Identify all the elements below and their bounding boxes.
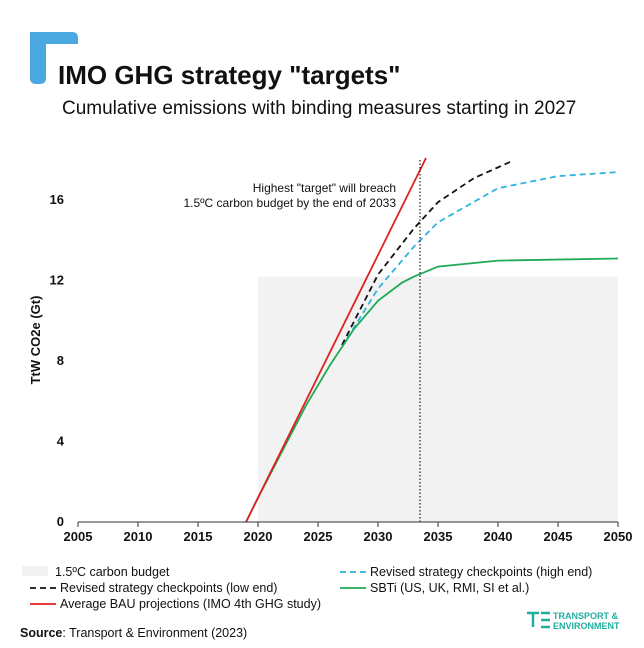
y-tick-label: 0: [57, 514, 64, 529]
plot-area: [245, 157, 619, 523]
source: Source: Transport & Environment (2023): [20, 626, 247, 640]
source-label: Source: [20, 626, 62, 640]
x-tick-label: 2035: [424, 529, 453, 544]
chart-subtitle: Cumulative emissions with binding measur…: [62, 98, 576, 119]
legend-label: 1.5ºC carbon budget: [55, 565, 170, 579]
source-text: : Transport & Environment (2023): [62, 626, 247, 640]
legend-label: Revised strategy checkpoints (high end): [370, 565, 592, 579]
series-line: [245, 157, 427, 523]
y-axis-label: TtW CO2e (Gt): [28, 296, 43, 385]
y-tick-label: 8: [57, 353, 64, 368]
legend-label: Average BAU projections (IMO 4th GHG stu…: [60, 597, 321, 611]
legend-swatch: [22, 566, 48, 576]
x-tick-label: 2030: [364, 529, 393, 544]
chart-title: IMO GHG strategy "targets": [58, 60, 401, 90]
y-tick-label: 16: [50, 192, 64, 207]
budget-area: [258, 276, 618, 522]
logo-mark: [30, 32, 78, 84]
logo-icon: [527, 611, 550, 629]
brand-logo: TRANSPORT & ENVIRONMENT: [527, 611, 620, 631]
y-tick-label: 4: [57, 434, 65, 449]
annotation: Highest "target" will breach: [253, 181, 396, 195]
x-tick-label: 2040: [484, 529, 513, 544]
logo-text: TRANSPORT &: [553, 611, 619, 621]
x-tick-label: 2015: [184, 529, 213, 544]
legend-label: Revised strategy checkpoints (low end): [60, 581, 277, 595]
x-tick-label: 2045: [544, 529, 573, 544]
x-tick-label: 2010: [124, 529, 153, 544]
x-tick-label: 2005: [64, 529, 93, 544]
legend-label: SBTi (US, UK, RMI, SI et al.): [370, 581, 529, 595]
series-line: [341, 161, 511, 346]
x-tick-label: 2020: [244, 529, 273, 544]
annotation: 1.5ºC carbon budget by the end of 2033: [183, 196, 396, 210]
x-tick-label: 2025: [304, 529, 333, 544]
logo-text: ENVIRONMENT: [553, 621, 620, 631]
x-tick-label: 2050: [604, 529, 633, 544]
y-tick-label: 12: [50, 273, 64, 288]
